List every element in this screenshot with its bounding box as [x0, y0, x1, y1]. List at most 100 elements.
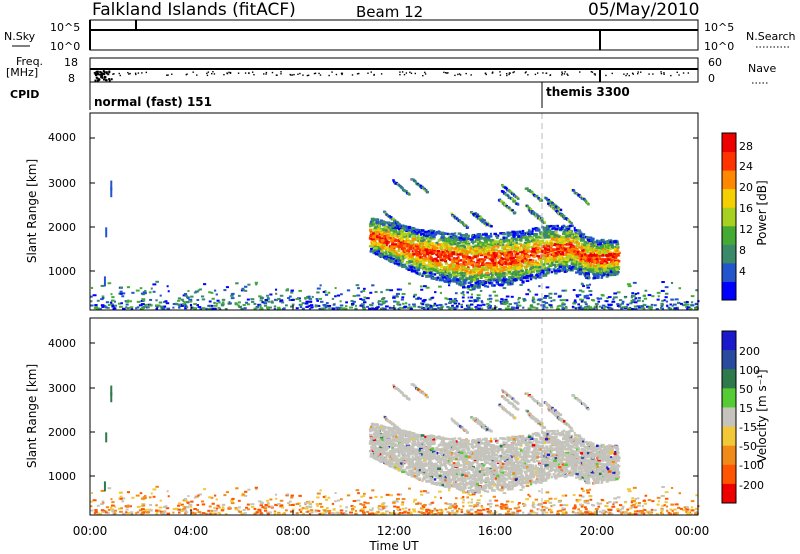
- power-cell: [546, 242, 551, 245]
- nave-dot: [561, 74, 563, 76]
- power-cell: [598, 267, 602, 271]
- power-cell: [324, 290, 327, 293]
- power-cell: [621, 302, 625, 305]
- power-cell: [532, 255, 536, 258]
- power-cell: [427, 263, 431, 266]
- power-cell: [614, 245, 617, 249]
- power-cell: [432, 267, 435, 271]
- power-cell: [468, 256, 472, 260]
- power-cell: [390, 222, 394, 226]
- power-cell: [526, 274, 530, 278]
- power-cell: [540, 261, 543, 264]
- power-cell: [420, 239, 424, 242]
- power-cell: [578, 272, 582, 276]
- nave-dot: [128, 73, 130, 75]
- power-cell: [277, 306, 281, 309]
- power-cell: [172, 306, 175, 309]
- power-cell: [500, 302, 505, 305]
- power-cell: [426, 245, 431, 248]
- power-cell: [315, 298, 319, 301]
- nave-dot: [591, 71, 594, 73]
- power-cell: [533, 244, 537, 248]
- power-cell: [400, 261, 403, 264]
- power-cell: [459, 272, 463, 275]
- power-cell: [199, 288, 202, 291]
- power-cell: [451, 251, 455, 254]
- power-cell: [201, 298, 206, 301]
- nave-dot: [101, 74, 104, 77]
- power-cell: [295, 298, 300, 301]
- power-cell: [504, 236, 508, 239]
- power-cell: [405, 235, 410, 239]
- power-cell: [523, 298, 526, 301]
- power-cell: [500, 256, 503, 260]
- power-cell: [415, 243, 418, 246]
- nave-dot: [100, 75, 103, 78]
- power-cell: [504, 302, 509, 305]
- power-cell: [461, 296, 465, 299]
- power-cell: [672, 303, 677, 306]
- power-cell: [481, 281, 485, 285]
- power-cell: [500, 266, 505, 269]
- power-cell: [401, 265, 406, 269]
- power-cell: [485, 256, 490, 259]
- nave-dot: [687, 72, 690, 74]
- power-cell: [393, 307, 396, 310]
- nave-dot: [457, 73, 459, 76]
- power-cell: [695, 302, 698, 305]
- power-cell: [512, 306, 515, 309]
- power-cell: [609, 273, 612, 277]
- power-cell: [507, 271, 512, 274]
- power-cell: [422, 307, 426, 310]
- power-cell: [220, 304, 225, 307]
- power-cell: [508, 276, 513, 279]
- nave-dot: [403, 73, 406, 76]
- power-cell: [486, 279, 490, 282]
- power-cell: [600, 273, 604, 276]
- power-cell: [592, 263, 595, 267]
- power-cell: [474, 274, 478, 277]
- nave-dot: [335, 73, 338, 76]
- power-cell: [543, 242, 546, 245]
- power-cell: [554, 272, 558, 275]
- power-cell: [473, 255, 477, 259]
- power-cell: [494, 294, 499, 297]
- power-cell: [462, 300, 465, 303]
- power-cell: [582, 285, 585, 288]
- power-cell: [536, 251, 539, 254]
- power-cell: [499, 278, 504, 282]
- power-cell: [378, 225, 381, 229]
- power-cell: [615, 242, 620, 246]
- power-cell: [694, 307, 698, 310]
- power-cell: [374, 226, 377, 229]
- power-cell: [441, 274, 445, 277]
- power-cell: [670, 298, 674, 301]
- power-cell: [685, 303, 690, 306]
- power-cell: [559, 265, 563, 269]
- power-cell: [596, 273, 601, 276]
- power-cell: [235, 282, 239, 285]
- power-cell: [438, 261, 442, 264]
- power-cell: [506, 194, 510, 197]
- power-cell: [585, 254, 589, 257]
- power-cell: [429, 244, 432, 248]
- power-cell: [492, 248, 495, 252]
- power-cell: [588, 290, 593, 293]
- power-cell: [480, 260, 483, 263]
- nave-dot: [248, 72, 250, 74]
- power-cell: [404, 265, 408, 268]
- power-cell: [438, 285, 442, 288]
- power-cell: [325, 302, 329, 305]
- power-cell: [453, 237, 457, 240]
- power-cell: [601, 265, 605, 269]
- power-cell: [614, 270, 618, 273]
- power-cell: [605, 275, 609, 278]
- power-cell: [655, 307, 659, 310]
- power-cell: [556, 247, 560, 250]
- power-cell: [470, 240, 474, 244]
- power-cell: [140, 292, 144, 295]
- power-cell: [657, 295, 660, 298]
- power-cell: [519, 283, 523, 286]
- power-cell: [406, 247, 409, 251]
- power-cell: [458, 257, 461, 260]
